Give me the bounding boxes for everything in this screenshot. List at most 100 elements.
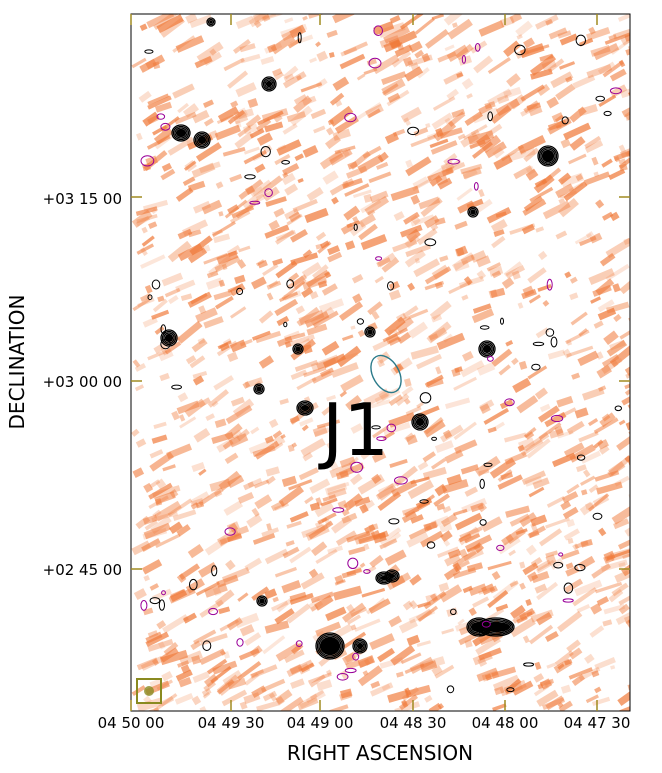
emission-patch: [388, 615, 402, 628]
emission-patch: [289, 415, 300, 424]
emission-patch: [466, 93, 473, 99]
emission-patch: [291, 442, 298, 448]
faint-contour: [211, 565, 218, 577]
emission-patch: [608, 168, 626, 181]
emission-patch: [487, 57, 511, 75]
faint-contour: [500, 317, 504, 325]
source-contour: [364, 326, 376, 338]
emission-patch: [201, 687, 212, 697]
emission-patch: [147, 638, 174, 652]
faint-contour: [487, 111, 494, 122]
emission-patch: [572, 74, 596, 89]
emission-patch: [174, 111, 197, 125]
emission-patch: [152, 124, 168, 136]
negative-contour: [344, 667, 357, 674]
emission-patch: [361, 587, 386, 598]
emission-patch: [531, 571, 550, 584]
emission-patch: [462, 548, 484, 562]
emission-patch: [624, 523, 630, 537]
emission-patch: [303, 366, 327, 378]
emission-patch: [214, 589, 235, 607]
emission-patch: [142, 527, 168, 540]
emission-patch: [245, 114, 262, 129]
emission-patch: [545, 554, 557, 565]
faint-contour: [202, 640, 212, 652]
emission-patch: [519, 512, 538, 528]
emission-patch: [567, 153, 587, 165]
emission-patch: [354, 618, 381, 632]
source-contour: [296, 400, 314, 416]
emission-patch: [162, 464, 176, 472]
source-contour: [256, 595, 268, 607]
emission-patch: [488, 265, 504, 277]
emission-patch: [552, 452, 576, 468]
source-contour: [318, 635, 342, 657]
emission-patch: [610, 665, 616, 670]
emission-patch: [437, 177, 453, 190]
emission-patch: [375, 161, 389, 170]
emission-patch: [470, 502, 485, 513]
emission-patch: [232, 398, 255, 418]
emission-patch: [440, 513, 458, 528]
emission-patch: [291, 275, 307, 290]
emission-patch: [590, 296, 602, 304]
emission-patch: [177, 228, 193, 240]
emission-patch: [535, 559, 552, 572]
emission-patch: [248, 14, 270, 28]
emission-patch: [341, 570, 357, 579]
emission-patch: [565, 76, 573, 83]
source-contour: [209, 20, 213, 24]
emission-patch: [167, 498, 193, 517]
emission-patch: [135, 206, 158, 216]
emission-patch: [142, 514, 158, 525]
emission-patch: [477, 189, 485, 198]
emission-patch: [400, 652, 422, 665]
emission-patch: [511, 357, 519, 366]
emission-patch: [329, 92, 345, 106]
emission-patch: [253, 479, 270, 489]
emission-patch: [536, 581, 559, 601]
emission-patch: [329, 462, 354, 479]
emission-patch: [404, 249, 426, 268]
emission-patch: [528, 486, 545, 498]
emission-patch: [563, 528, 580, 541]
faint-contour: [483, 462, 493, 467]
source-contour: [479, 341, 495, 357]
emission-patch: [198, 305, 207, 315]
emission-patch: [199, 706, 207, 711]
source-contour: [482, 344, 492, 354]
emission-patch: [556, 395, 574, 408]
faint-contour: [603, 110, 612, 117]
source-contour: [253, 383, 265, 395]
emission-patch: [251, 186, 264, 197]
emission-patch: [404, 66, 424, 82]
emission-patch: [322, 494, 337, 502]
emission-patch: [530, 68, 553, 80]
emission-patch: [301, 424, 309, 432]
emission-patch: [223, 57, 245, 72]
emission-patch: [285, 540, 295, 547]
emission-patch: [560, 172, 585, 188]
emission-patch: [614, 155, 621, 163]
emission-patch: [592, 284, 612, 297]
negative-contour: [140, 600, 148, 611]
emission-patch: [363, 388, 390, 407]
x-tick-label-0: 04 50 00: [98, 714, 165, 732]
emission-patch: [521, 470, 547, 486]
emission-patch: [396, 671, 404, 678]
emission-patch: [555, 183, 575, 199]
emission-patch: [253, 20, 262, 29]
emission-patch: [247, 477, 263, 488]
emission-patch: [152, 61, 161, 70]
emission-patch: [274, 153, 291, 166]
faint-contour: [531, 363, 541, 371]
emission-patch: [211, 431, 234, 444]
emission-patch: [326, 394, 337, 402]
emission-patch: [260, 56, 275, 65]
emission-patch: [342, 602, 366, 623]
emission-patch: [268, 692, 278, 702]
emission-patch: [237, 108, 254, 120]
emission-patch: [247, 97, 259, 109]
emission-patch: [225, 404, 253, 425]
tick-marks: [130, 14, 630, 711]
